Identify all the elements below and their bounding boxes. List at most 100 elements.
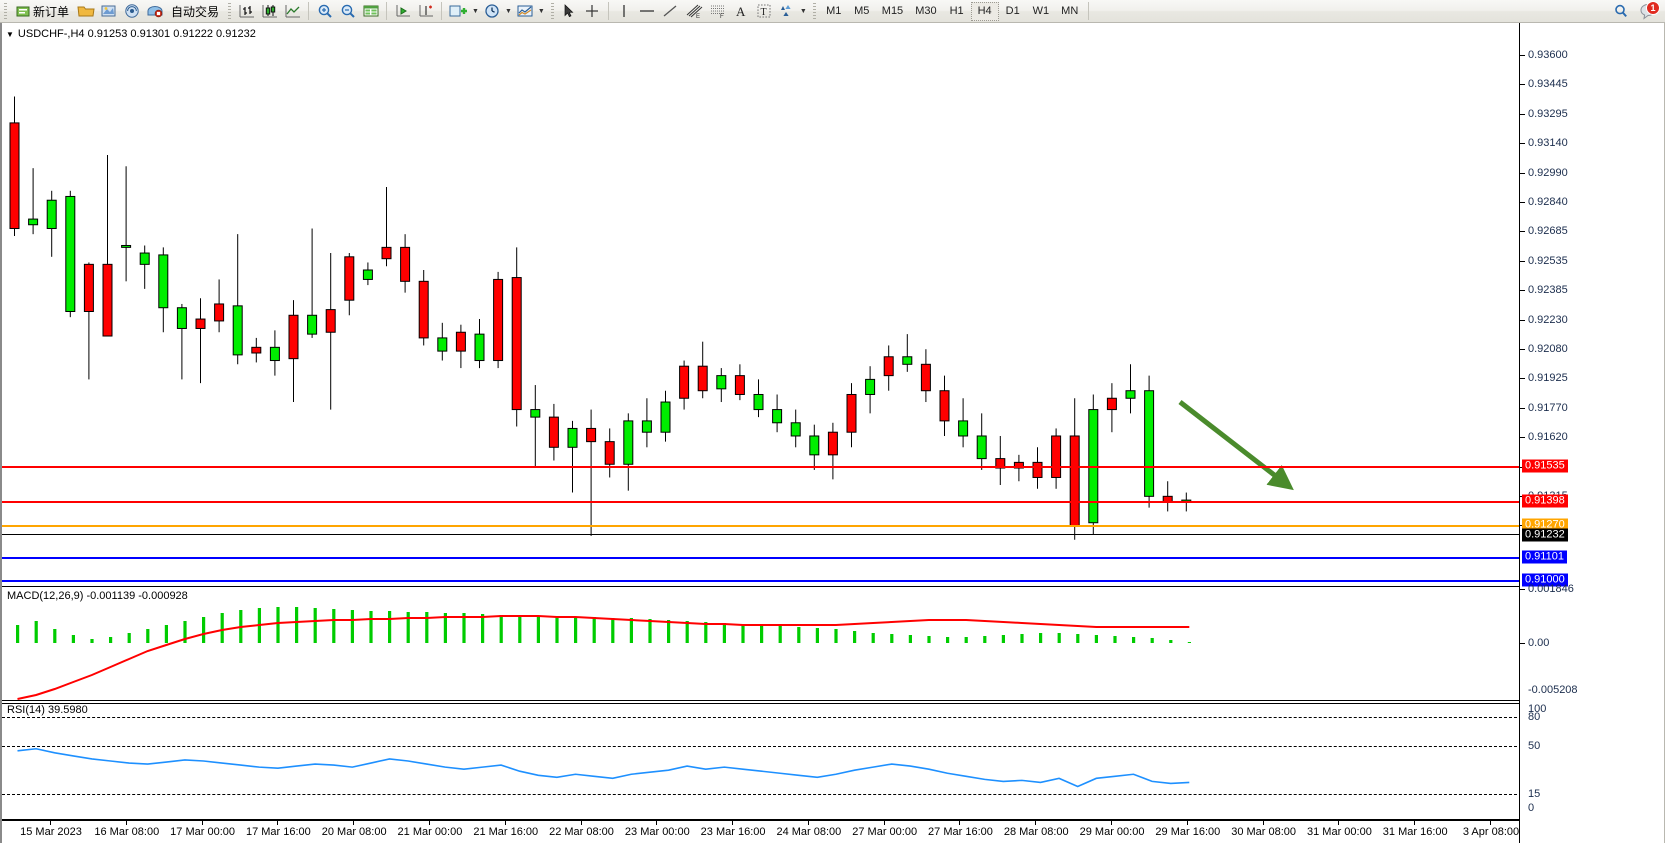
price-badge-support-1: 0.91101	[1522, 550, 1567, 564]
price-axis-label: 0.92230	[1528, 313, 1568, 326]
text-button[interactable]: A	[730, 1, 753, 22]
auto-scroll-button[interactable]	[391, 1, 414, 22]
macd-histogram-bar	[1132, 637, 1136, 643]
period-button[interactable]: ▼	[481, 1, 514, 22]
shapes-button[interactable]: ▼	[776, 1, 809, 22]
cursor-button[interactable]	[558, 1, 581, 22]
cursor-icon	[564, 4, 574, 18]
zoom-in-button[interactable]	[313, 1, 336, 22]
timeframe-w1[interactable]: W1	[1032, 5, 1050, 17]
price-badge-current: 0.91232	[1522, 528, 1568, 542]
macd-histogram-bar	[946, 637, 950, 643]
chart-menu-icon[interactable]: ▼	[6, 29, 14, 39]
expert-advisor-icon-button[interactable]	[143, 1, 166, 22]
macd-histogram-bar	[611, 618, 615, 643]
candle-body	[288, 314, 299, 360]
search-button[interactable]	[1609, 1, 1632, 22]
macd-histogram-bar	[220, 613, 224, 643]
toolbar-grip-4[interactable]	[810, 1, 818, 21]
macd-histogram-bar	[853, 631, 857, 643]
time-tick	[1490, 821, 1491, 825]
time-tick	[277, 821, 279, 825]
time-tick	[1111, 821, 1113, 825]
chevron-down-icon-2[interactable]: ▼	[504, 7, 512, 15]
templates-button[interactable]: ▼	[514, 1, 547, 22]
candle-body	[344, 256, 355, 301]
candlestick-chart-button[interactable]	[258, 1, 281, 22]
chart-shift-icon	[419, 5, 433, 17]
chart-canvas[interactable]: ▼ USDCHF-,H4 0.91253 0.91301 0.91222 0.9…	[0, 23, 1520, 843]
macd-histogram-bar	[127, 633, 131, 643]
timeframe-m30[interactable]: M30	[915, 5, 937, 17]
zoom-out-icon	[341, 4, 355, 18]
time-tick	[732, 821, 734, 825]
time-tick	[807, 821, 809, 825]
folder-icon-button[interactable]	[74, 1, 97, 22]
notification-button[interactable]: 1	[1638, 0, 1660, 21]
time-axis-label: 20 Mar 08:00	[321, 826, 387, 838]
chart-symbol-text: USDCHF-,H4 0.91253 0.91301 0.91222 0.912…	[17, 28, 256, 40]
horizontal-line-button[interactable]	[636, 1, 659, 22]
price-line-0.91000[interactable]	[2, 580, 1519, 582]
macd-axis-max: 0.001846	[1528, 583, 1574, 595]
time-axis-label: 17 Mar 00:00	[170, 826, 235, 838]
time-axis-label: 29 Mar 16:00	[1155, 826, 1221, 838]
trendline-button[interactable]	[659, 1, 682, 22]
price-line-0.91101[interactable]	[2, 557, 1519, 559]
candle-body	[679, 365, 690, 399]
autotrade-button[interactable]: 自动交易	[166, 1, 224, 22]
add-indicator-button[interactable]: ▼	[446, 1, 481, 22]
price-line-0.91398[interactable]	[2, 501, 1519, 503]
candle-body	[604, 441, 615, 465]
line-chart-button[interactable]	[281, 1, 304, 22]
price-tick	[1520, 290, 1525, 292]
timeframe-d1[interactable]: D1	[1005, 5, 1020, 17]
candle-body	[846, 393, 857, 433]
time-axis: 15 Mar 2023 16 Mar 08:00 17 Mar 00:00 17 Ma…	[2, 820, 1519, 843]
rsi-series	[17, 747, 1190, 788]
price-axis[interactable]: 0.93600 0.93445 0.93295 0.93140 0.92990 0.928…	[1520, 23, 1665, 843]
macd-tick-top	[1520, 589, 1525, 590]
chart-shift-button[interactable]	[414, 1, 437, 22]
new-order-button[interactable]: 新订单	[11, 1, 74, 22]
timeframe-m5[interactable]: M5	[854, 5, 870, 17]
rsi-axis-0: 0	[1528, 802, 1535, 814]
toolbar-grip-2[interactable]	[226, 1, 234, 21]
time-tick	[1186, 821, 1188, 825]
zoom-out-button[interactable]	[336, 1, 359, 22]
crosshair-button[interactable]	[581, 1, 604, 22]
chevron-down-icon-3[interactable]: ▼	[537, 7, 545, 15]
macd-histogram-bar	[90, 639, 94, 643]
profiles-icon-button[interactable]	[97, 1, 120, 22]
text-label-button[interactable]: T	[753, 1, 776, 22]
equidistant-channel-button[interactable]: E	[682, 1, 706, 22]
timeframe-h4[interactable]: H4	[970, 1, 999, 21]
chevron-down-icon-4[interactable]: ▼	[799, 7, 807, 15]
fibonacci-button[interactable]: F	[706, 1, 730, 22]
timeframe-m15[interactable]: M15	[881, 5, 904, 17]
time-tick	[1338, 821, 1340, 825]
price-axis-label: 0.91925	[1528, 372, 1568, 385]
bar-chart-button[interactable]	[235, 1, 258, 22]
candle-body	[400, 246, 411, 282]
chevron-down-icon[interactable]: ▼	[472, 7, 479, 15]
vertical-line-button[interactable]	[613, 1, 636, 22]
candle-body	[623, 420, 634, 465]
macd-histogram-bar	[276, 607, 280, 643]
price-tick	[1520, 113, 1525, 115]
price-tick	[1520, 407, 1525, 409]
data-window-button[interactable]	[359, 1, 382, 22]
toolbar-grip[interactable]	[2, 1, 9, 21]
connection-icon-button[interactable]	[120, 1, 143, 22]
macd-axis-zero: 0.00	[1528, 637, 1550, 649]
price-line-0.91270[interactable]	[2, 525, 1519, 527]
price-line-0.91535[interactable]	[2, 466, 1519, 468]
add-indicator-icon	[449, 5, 468, 17]
toolbar-grip-3[interactable]	[548, 1, 556, 21]
timeframe-m1[interactable]: M1	[826, 5, 842, 17]
timeframe-mn[interactable]: MN	[1061, 5, 1079, 17]
timeframe-h1[interactable]: H1	[949, 5, 964, 17]
rsi-panel-top-border	[2, 703, 1519, 704]
rsi-axis-100: 100	[1528, 703, 1547, 715]
candle-body	[325, 309, 336, 333]
